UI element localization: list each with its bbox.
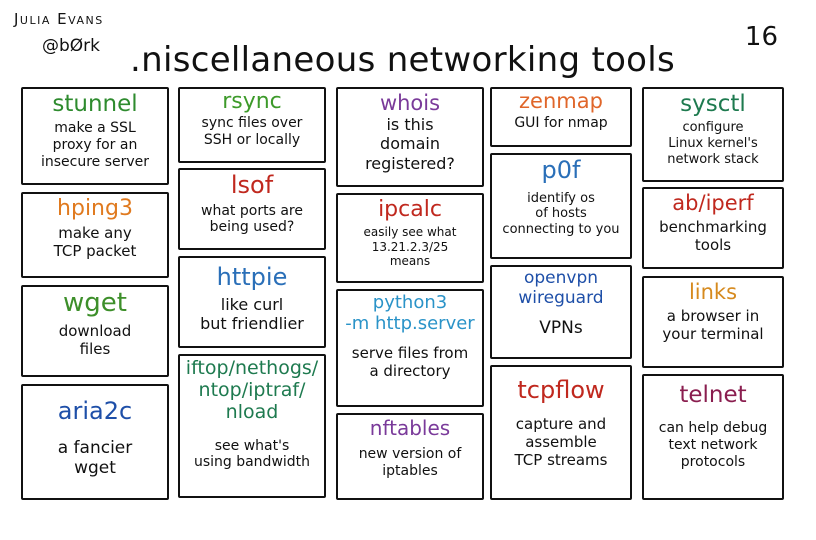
tool-card-rsync: rsync sync files over SSH or locally xyxy=(178,87,326,163)
tool-card-links: links a browser in your terminal xyxy=(642,276,784,368)
tool-name: telnet xyxy=(679,382,747,408)
tool-description: is this domain registered? xyxy=(365,115,455,173)
tool-name: openvpn wireguard xyxy=(518,268,604,308)
tool-description: make a SSL proxy for an insecure server xyxy=(40,120,150,171)
tool-card-iftop: iftop/nethogs/ ntop/iptraf/ nload see wh… xyxy=(178,354,326,498)
tool-card-ab-iperf: ab/iperf benchmarking tools xyxy=(642,187,784,269)
tool-name: p0f xyxy=(541,156,581,184)
tool-description: new version of iptables xyxy=(358,446,462,479)
tool-description: easily see what 13.21.2.3/25 means xyxy=(363,225,457,269)
tool-card-lsof: lsof what ports are being used? xyxy=(178,168,326,250)
tool-description: benchmarking tools xyxy=(659,218,767,255)
tool-card-nftables: nftables new version of iptables xyxy=(336,413,484,500)
tool-name: sysctl xyxy=(680,91,746,117)
tool-name: python3 -m http.server xyxy=(345,292,475,334)
tool-name: nftables xyxy=(369,416,451,440)
tool-name: zenmap xyxy=(519,89,603,113)
tool-description: VPNs xyxy=(539,318,583,339)
tool-name: tcpflow xyxy=(517,376,605,404)
author-name: Julia Evans xyxy=(14,10,104,28)
tool-name: iftop/nethogs/ ntop/iptraf/ nload xyxy=(185,357,319,423)
page-title: .niscellaneous networking tools xyxy=(130,40,676,80)
page-number: 16 xyxy=(744,22,778,52)
tool-card-httpie: httpie like curl but friendlier xyxy=(178,256,326,348)
tool-card-openvpn-wireguard: openvpn wireguard VPNs xyxy=(490,265,632,359)
tool-card-stunnel: stunnel make a SSL proxy for an insecure… xyxy=(21,87,169,185)
tool-name: ipcalc xyxy=(378,197,442,222)
tool-name: wget xyxy=(63,288,127,318)
tool-name: hping3 xyxy=(57,196,133,221)
tool-card-hping3: hping3 make any TCP packet xyxy=(21,192,169,278)
tool-description: a fancier wget xyxy=(57,437,133,478)
tool-description: make any TCP packet xyxy=(53,224,137,261)
tool-card-aria2c: aria2c a fancier wget xyxy=(21,384,169,500)
tool-card-ipcalc: ipcalc easily see what 13.21.2.3/25 mean… xyxy=(336,193,484,283)
tool-card-zenmap: zenmap GUI for nmap xyxy=(490,87,632,147)
tool-description: configure Linux kernel's network stack xyxy=(667,120,759,167)
tool-name: whois xyxy=(379,91,441,115)
tool-name: httpie xyxy=(216,263,288,291)
tool-description: capture and assemble TCP streams xyxy=(514,414,608,469)
tool-description: what ports are being used? xyxy=(201,202,303,236)
tool-name: aria2c xyxy=(57,397,133,425)
tool-description: sync files over SSH or locally xyxy=(201,115,303,149)
tool-description: can help debug text network protocols xyxy=(658,420,768,471)
tool-card-telnet: telnet can help debug text network proto… xyxy=(642,374,784,500)
tool-card-sysctl: sysctl configure Linux kernel's network … xyxy=(642,87,784,182)
tool-name: lsof xyxy=(230,171,274,199)
tool-name: ab/iperf xyxy=(672,191,754,215)
author-handle: @bØrk xyxy=(42,36,101,56)
tool-description: see what's using bandwidth xyxy=(193,437,311,471)
tool-description: like curl but friendlier xyxy=(200,294,304,333)
tool-description: identify os of hosts connecting to you xyxy=(502,190,620,237)
tool-description: serve files from a directory xyxy=(351,344,469,381)
tool-card-python3: python3 -m http.server serve files from … xyxy=(336,289,484,407)
tool-card-p0f: p0f identify os of hosts connecting to y… xyxy=(490,153,632,259)
tool-name: rsync xyxy=(222,89,282,114)
tool-card-wget: wget download files xyxy=(21,285,169,377)
tool-description: a browser in your terminal xyxy=(662,307,764,344)
tool-card-tcpflow: tcpflow capture and assemble TCP streams xyxy=(490,365,632,500)
tool-description: download files xyxy=(58,321,132,358)
tool-name: links xyxy=(688,280,738,304)
tool-description: GUI for nmap xyxy=(514,115,608,132)
tool-card-whois: whois is this domain registered? xyxy=(336,87,484,187)
tool-name: stunnel xyxy=(52,91,138,117)
